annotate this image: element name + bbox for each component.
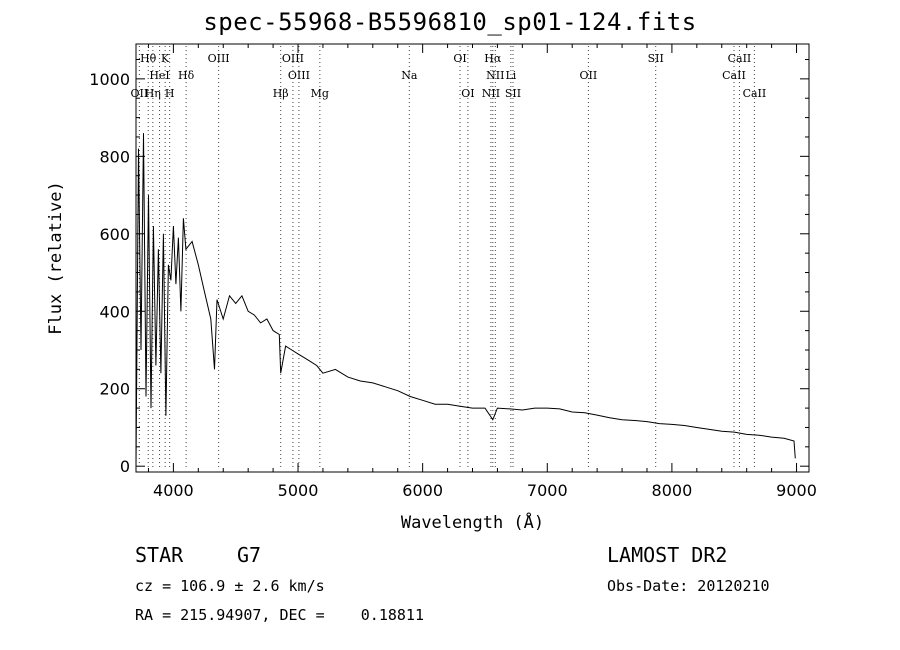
y-tick-label: 400 — [99, 302, 130, 321]
y-tick-label: 600 — [99, 225, 130, 244]
x-tick-label: 6000 — [402, 481, 443, 500]
x-tick-label: 4000 — [153, 481, 194, 500]
spectral-line-label: Hα — [484, 52, 502, 65]
spectral-line-label: K — [161, 52, 170, 65]
spectral-line-label: OI — [461, 87, 474, 100]
spectral-line-label: Li — [505, 69, 516, 82]
spectral-line-label: NII — [486, 69, 504, 82]
object-class: STAR — [135, 543, 184, 567]
chart-title: spec-55968-B5596810_sp01-124.fits — [203, 8, 697, 36]
spectral-line-label: CaII — [722, 69, 746, 82]
x-tick-label: 8000 — [652, 481, 693, 500]
x-tick-label: 9000 — [776, 481, 817, 500]
y-tick-label: 800 — [99, 147, 130, 166]
spectral-line-label: CaII — [728, 52, 752, 65]
x-axis-label: Wavelength (Å) — [401, 511, 544, 533]
object-subclass: G7 — [237, 543, 262, 567]
spectral-line-label: SII — [505, 87, 521, 100]
survey-name: LAMOST DR2 — [607, 543, 728, 567]
spectral-line-label: Hθ — [140, 52, 157, 65]
spectral-line-label: NII — [482, 87, 500, 100]
spectral-line-label: OI — [453, 52, 466, 65]
y-axis-label: Flux (relative) — [46, 181, 66, 335]
spectral-line-label: Hη — [145, 87, 161, 100]
y-tick-label: 200 — [99, 380, 130, 399]
x-tick-label: 7000 — [527, 481, 568, 500]
coordinates: RA = 215.94907, DEC = 0.18811 — [135, 606, 424, 624]
spectral-line-label: OII — [580, 69, 598, 82]
spectral-line-label: SII — [648, 52, 664, 65]
spectral-line-label: Hδ — [178, 69, 195, 82]
obs-date: Obs-Date: 20120210 — [607, 577, 770, 595]
spectral-line-label: OIII — [288, 69, 310, 82]
spectrum-line — [135, 133, 796, 467]
spectral-line-label: Hβ — [273, 87, 289, 100]
spectral-line-label: OIII — [282, 52, 304, 65]
spectral-line-label: OII — [131, 87, 149, 100]
y-tick-label: 0 — [120, 457, 130, 476]
spectral-line-label: Mg — [311, 87, 329, 100]
spectral-line-label: CaII — [743, 87, 767, 100]
spectral-line-label: OIII — [208, 52, 230, 65]
spectral-line-label: HeI — [149, 69, 169, 82]
x-tick-label: 5000 — [278, 481, 319, 500]
redshift-text: cz = 106.9 ± 2.6 km/s — [135, 577, 325, 595]
spectral-line-label: H — [165, 87, 175, 100]
spectral-line-label: Na — [401, 69, 418, 82]
y-tick-label: 1000 — [89, 70, 130, 89]
